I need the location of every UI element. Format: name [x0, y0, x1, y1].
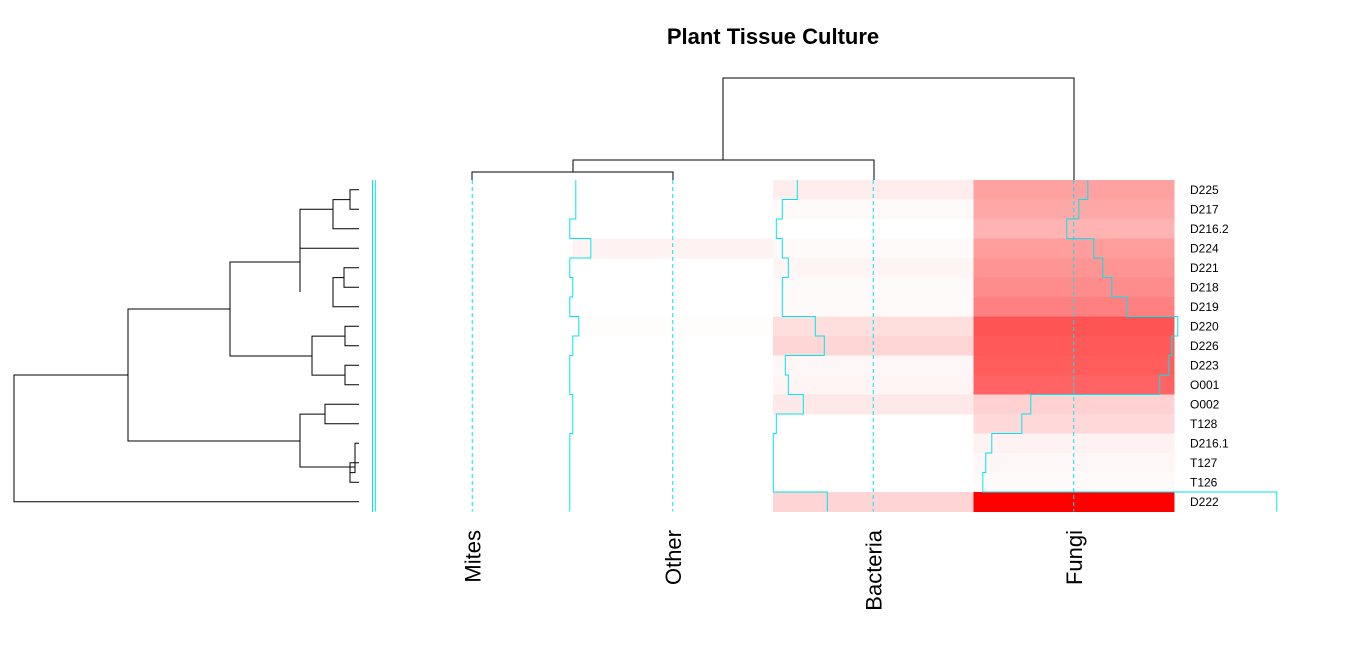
column-label: Fungi: [1062, 530, 1087, 585]
column-dendrogram-branch: [722, 77, 1075, 180]
row-dendrogram-branch: [350, 442, 359, 474]
row-label: D216.1: [1190, 436, 1229, 450]
row-label: D221: [1190, 261, 1219, 275]
row-label: D226: [1190, 339, 1219, 353]
column-label: Other: [661, 530, 686, 585]
heatmap-cell: [773, 336, 974, 356]
row-label: T126: [1190, 475, 1218, 489]
heatmap-cell: [773, 238, 974, 259]
trace-lines: [374, 180, 1278, 512]
heatmap-cell: [973, 316, 1175, 337]
row-label: D218: [1190, 280, 1219, 294]
row-dendrogram-branch: [299, 208, 359, 249]
row-label: D225: [1190, 183, 1219, 197]
row-dendrogram-branch: [343, 267, 359, 288]
column-dendrogram-branch: [471, 171, 674, 180]
heatmap-cell: [572, 316, 774, 337]
column-label: Bacteria: [861, 529, 886, 610]
row-label: D224: [1190, 241, 1219, 255]
row-labels: D225 D217 D216.2 D224 D221 D218 D219 D220 D226 D2…: [1190, 183, 1229, 509]
column-label: Mites: [460, 530, 485, 583]
row-dendrogram-branch: [324, 403, 359, 425]
row-label: O002: [1190, 397, 1220, 411]
heatmap-cell: [973, 336, 1175, 356]
row-dendrogram-branch: [344, 364, 359, 386]
heatmap-cell: [973, 433, 1175, 454]
row-label: D222: [1190, 495, 1219, 509]
row-label: D219: [1190, 300, 1219, 314]
row-dendrogram-branch: [299, 413, 355, 468]
heatmap-cell: [973, 238, 1175, 259]
heatmap-cell: [572, 238, 774, 259]
heatmap-cell: [773, 316, 974, 337]
trace-line: [569, 180, 592, 512]
column-dendrogram: [471, 77, 1075, 180]
row-label: T128: [1190, 417, 1218, 431]
row-dendrogram-branch: [332, 199, 359, 230]
row-label: D223: [1190, 358, 1219, 372]
row-label: O001: [1190, 378, 1220, 392]
row-label: D217: [1190, 202, 1219, 216]
row-dendrogram-branch: [332, 277, 359, 308]
row-dendrogram-branch: [13, 374, 359, 503]
row-dendrogram-branch: [311, 335, 345, 376]
trace-reference-lines: [471, 180, 1075, 512]
column-labels: Mites Other Bacteria Fungi: [460, 529, 1087, 610]
trace-line: [772, 180, 828, 512]
row-dendrogram-branch: [349, 189, 359, 210]
row-dendrogram-branch: [344, 325, 359, 347]
chart-title: Plant Tissue Culture: [667, 24, 879, 49]
column-dendrogram-branch: [572, 159, 875, 180]
row-label: D216.2: [1190, 222, 1229, 236]
row-dendrogram-branch: [127, 308, 300, 442]
row-dendrogram: [13, 189, 359, 503]
row-label: D220: [1190, 319, 1219, 333]
trace-line: [982, 180, 1278, 512]
row-label: T127: [1190, 456, 1218, 470]
heatmap-cell: [973, 414, 1175, 434]
